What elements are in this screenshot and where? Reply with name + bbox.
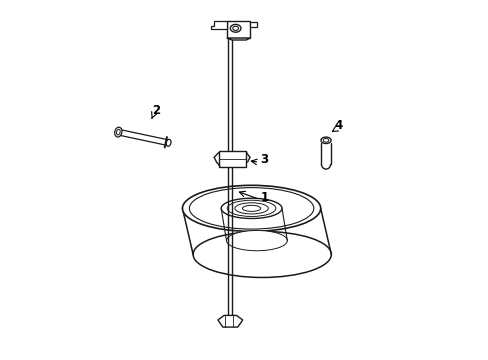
- Text: 4: 4: [334, 118, 343, 132]
- Ellipse shape: [320, 137, 330, 144]
- Polygon shape: [249, 22, 256, 27]
- Ellipse shape: [115, 127, 122, 137]
- Ellipse shape: [193, 231, 331, 278]
- Text: 1: 1: [260, 191, 268, 204]
- Ellipse shape: [230, 24, 241, 32]
- Polygon shape: [226, 21, 249, 38]
- Polygon shape: [210, 21, 226, 29]
- Text: 2: 2: [152, 104, 160, 117]
- Ellipse shape: [226, 230, 287, 251]
- Ellipse shape: [232, 26, 238, 31]
- Ellipse shape: [221, 198, 282, 219]
- Polygon shape: [218, 151, 246, 167]
- Text: 3: 3: [260, 153, 268, 166]
- Polygon shape: [218, 315, 242, 327]
- Ellipse shape: [189, 188, 313, 229]
- Ellipse shape: [166, 139, 171, 146]
- Ellipse shape: [234, 203, 268, 214]
- Ellipse shape: [323, 139, 328, 142]
- Polygon shape: [226, 38, 249, 40]
- Ellipse shape: [227, 200, 275, 216]
- Ellipse shape: [242, 205, 260, 211]
- Ellipse shape: [182, 185, 320, 231]
- Ellipse shape: [116, 129, 120, 135]
